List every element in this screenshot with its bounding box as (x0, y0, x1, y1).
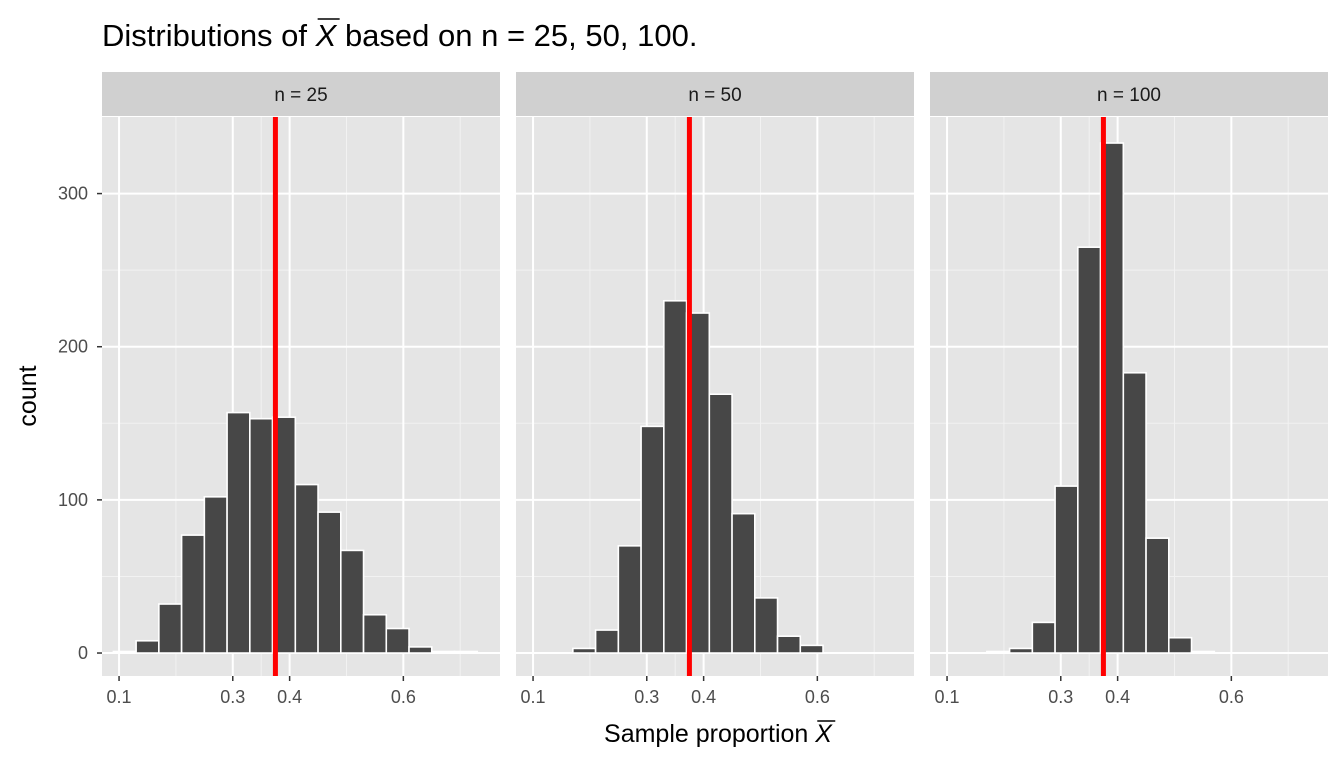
histogram-bar (226, 411, 251, 654)
x-tick-label: 0.4 (277, 687, 302, 707)
histogram-bar (408, 646, 433, 654)
histogram-bar (1008, 647, 1034, 654)
x-tick-label: 0.1 (935, 687, 960, 707)
histogram-bar (294, 483, 319, 654)
facet-strip (930, 72, 1328, 116)
histogram-bar (112, 650, 137, 654)
histogram-bar (180, 534, 206, 654)
histogram-bar (1190, 650, 1216, 654)
x-tick-label: 0.4 (1105, 687, 1130, 707)
histogram-bar (339, 549, 365, 654)
histogram-bar (663, 299, 688, 654)
histogram-bar (572, 647, 597, 654)
y-axis: 0 100 200 300 (58, 184, 102, 663)
facet-strip-label: n = 50 (688, 85, 741, 106)
histogram-bar (617, 545, 642, 654)
histogram-bar (1168, 636, 1193, 654)
histogram-bar (249, 417, 274, 654)
histogram-bar (317, 511, 342, 654)
histogram-bar (986, 650, 1011, 654)
x-tick-label: 0.3 (634, 687, 659, 707)
y-axis-title: count (14, 365, 42, 426)
histogram-bar (385, 627, 410, 654)
x-axis-title-prefix: Sample proportion (604, 720, 815, 748)
histogram-bar (1054, 485, 1079, 654)
facet-panel: n = 50 0.1 0.3 0.4 0.6 (516, 72, 914, 707)
histogram-bar (362, 613, 388, 654)
histogram-bar (135, 639, 160, 654)
chart-title-symbol: X (315, 18, 338, 53)
y-tick-label: 200 (58, 337, 88, 357)
x-tick-label: 0.3 (220, 687, 245, 707)
y-tick-label: 300 (58, 184, 88, 204)
histogram-bar (594, 629, 620, 654)
x-tick-label: 0.6 (805, 687, 830, 707)
x-tick-label: 0.4 (691, 687, 716, 707)
histogram-bar (430, 650, 456, 654)
histogram-bar (776, 635, 802, 654)
histogram-bar (1122, 371, 1147, 654)
facet-strip-label: n = 25 (274, 85, 327, 106)
chart-title: Distributions of X based on n = 25, 50, … (102, 18, 697, 53)
chart-title-suffix: based on n = 25, 50, 100. (336, 18, 697, 53)
x-tick-label: 0.1 (107, 687, 132, 707)
histogram-bar (1031, 621, 1056, 654)
histogram-bar (1145, 537, 1170, 654)
facet-strip (516, 72, 914, 116)
facet-panel: n = 25 0.1 0.3 0.4 0.6 (102, 72, 500, 707)
facet-strip-label: n = 100 (1097, 85, 1161, 106)
histogram-bar (799, 644, 824, 654)
histogram-bar (753, 597, 779, 654)
facet-panels: n = 250.1 0.3 0.4 0.6n = 500.1 0.3 0.4 0.6n = … (102, 72, 1328, 707)
histogram-bar (158, 603, 183, 654)
histogram-bar (731, 512, 756, 654)
facet-strip (102, 72, 500, 116)
x-axis-title-symbol: X (814, 720, 833, 748)
histogram-bar (708, 393, 733, 654)
histogram-bar (1077, 246, 1102, 654)
x-tick-label: 0.6 (1219, 687, 1244, 707)
histogram-bar (453, 650, 479, 654)
histogram-bar (640, 425, 665, 654)
x-axis-title: Sample proportion X (604, 720, 833, 748)
y-tick-label: 0 (78, 643, 88, 663)
facet-panel: n = 100 0.1 0.3 0.4 0.6 (930, 72, 1328, 707)
x-tick-label: 0.1 (521, 687, 546, 707)
x-tick-label: 0.3 (1048, 687, 1073, 707)
y-tick-label: 100 (58, 490, 88, 510)
histogram-bar (203, 496, 228, 654)
x-tick-label: 0.6 (391, 687, 416, 707)
chart-title-prefix: Distributions of (102, 18, 316, 53)
